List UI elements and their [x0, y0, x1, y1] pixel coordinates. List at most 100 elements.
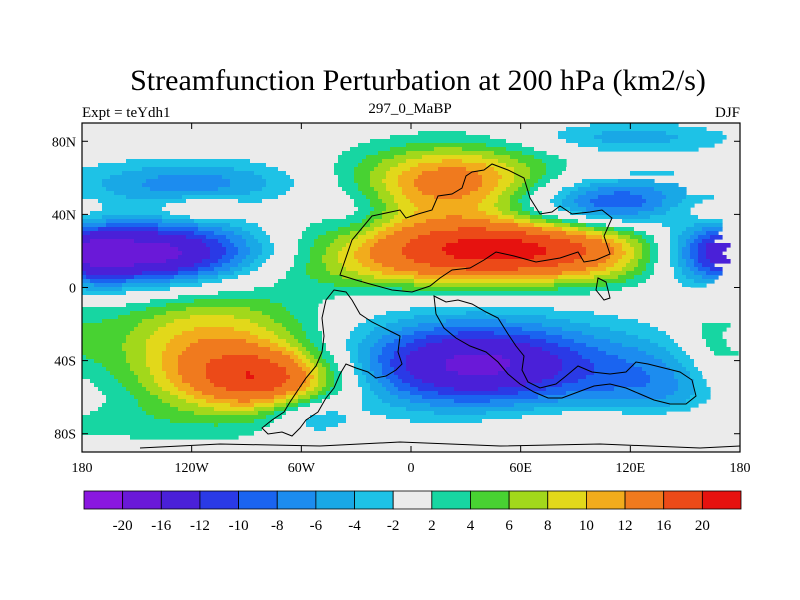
contour-cell [82, 287, 87, 292]
contour-cell [250, 247, 263, 252]
contour-cell [250, 251, 263, 256]
contour-cell [82, 295, 179, 300]
contour-cell [322, 335, 351, 340]
contour-cell [230, 239, 247, 244]
contour-cell [370, 359, 379, 364]
contour-cell [494, 187, 507, 192]
contour-cell [422, 395, 539, 400]
contour-cell [650, 275, 675, 280]
contour-cell [678, 255, 683, 260]
contour-cell [178, 367, 207, 372]
contour-cell [322, 387, 331, 392]
colorbar-label: -20 [113, 518, 133, 534]
contour-cell [370, 255, 407, 260]
contour-cell [634, 255, 643, 260]
contour-cell [682, 255, 691, 260]
contour-cell [106, 187, 151, 192]
contour-cell [246, 239, 259, 244]
contour-cell [274, 247, 299, 252]
contour-cell [222, 255, 235, 260]
contour-cell [258, 355, 291, 360]
contour-cell [342, 371, 355, 376]
contour-cell [594, 371, 647, 376]
contour-cell [322, 363, 331, 368]
contour-cell [510, 203, 523, 208]
contour-cell [294, 255, 311, 260]
contour-cell [642, 255, 651, 260]
contour-cell [610, 327, 659, 332]
contour-cell [82, 167, 143, 172]
contour-cell [190, 383, 215, 388]
contour-cell [134, 327, 159, 332]
contour-cell [82, 435, 131, 440]
contour-cell [158, 175, 223, 180]
contour-cell [198, 279, 223, 284]
contour-cell [398, 179, 415, 184]
colorbar-label: -12 [190, 518, 210, 534]
contour-cell [598, 187, 655, 192]
contour-cell [318, 311, 387, 316]
contour-cell [342, 263, 363, 268]
contour-cell [166, 203, 355, 208]
contour-cell [686, 259, 695, 264]
contour-cell [478, 187, 495, 192]
contour-cell [566, 231, 587, 236]
contour-cell [270, 235, 303, 240]
contour-cell [82, 123, 591, 128]
contour-cell [646, 371, 675, 376]
contour-cell [510, 339, 547, 344]
contour-cell [82, 347, 123, 352]
contour-cell [630, 171, 675, 176]
contour-cell [242, 259, 255, 264]
contour-cell [162, 367, 179, 372]
contour-cell [530, 187, 539, 192]
colorbar-label: 2 [428, 518, 436, 534]
contour-cell [426, 335, 531, 340]
contour-cell [518, 211, 531, 216]
contour-cell [650, 243, 659, 248]
contour-cell [162, 399, 187, 404]
contour-cell [126, 159, 251, 164]
contour-cell [146, 339, 171, 344]
contour-cell [186, 399, 207, 404]
colorbar-label: 16 [656, 518, 672, 534]
contour-cell [466, 167, 495, 172]
contour-cell [102, 319, 143, 324]
contour-cell [274, 251, 299, 256]
contour-cell [378, 339, 395, 344]
contour-cell [378, 355, 395, 360]
contour-cell [82, 211, 91, 216]
contour-cell [702, 239, 715, 244]
contour-cell [382, 347, 399, 352]
contour-cell [210, 359, 271, 364]
contour-cell [586, 267, 607, 272]
colorbar-label: 8 [544, 518, 552, 534]
contour-cell [162, 363, 179, 368]
contour-cell [530, 195, 555, 200]
contour-cell [342, 383, 359, 388]
contour-cell [246, 219, 323, 224]
contour-cell [558, 263, 599, 268]
contour-cell [86, 287, 123, 292]
contour-cell [294, 359, 303, 364]
contour-cell [530, 203, 555, 208]
contour-cell [398, 395, 423, 400]
contour-cell [594, 367, 643, 372]
x-tick-label: 180 [730, 461, 751, 476]
contour-cell [138, 379, 155, 384]
contour-cell [394, 231, 431, 236]
contour-cell [690, 355, 715, 360]
contour-cell [122, 343, 147, 348]
contour-cell [338, 175, 355, 180]
contour-cell [250, 319, 275, 324]
contour-cell [634, 267, 647, 272]
contour-cell [382, 383, 395, 388]
contour-cell [674, 171, 711, 176]
contour-cell [242, 267, 259, 272]
contour-cell [274, 419, 307, 424]
contour-cell [158, 227, 199, 232]
contour-cell [358, 183, 371, 188]
contour-cell [586, 231, 603, 236]
contour-cell [214, 395, 275, 400]
contour-cell [530, 335, 563, 340]
